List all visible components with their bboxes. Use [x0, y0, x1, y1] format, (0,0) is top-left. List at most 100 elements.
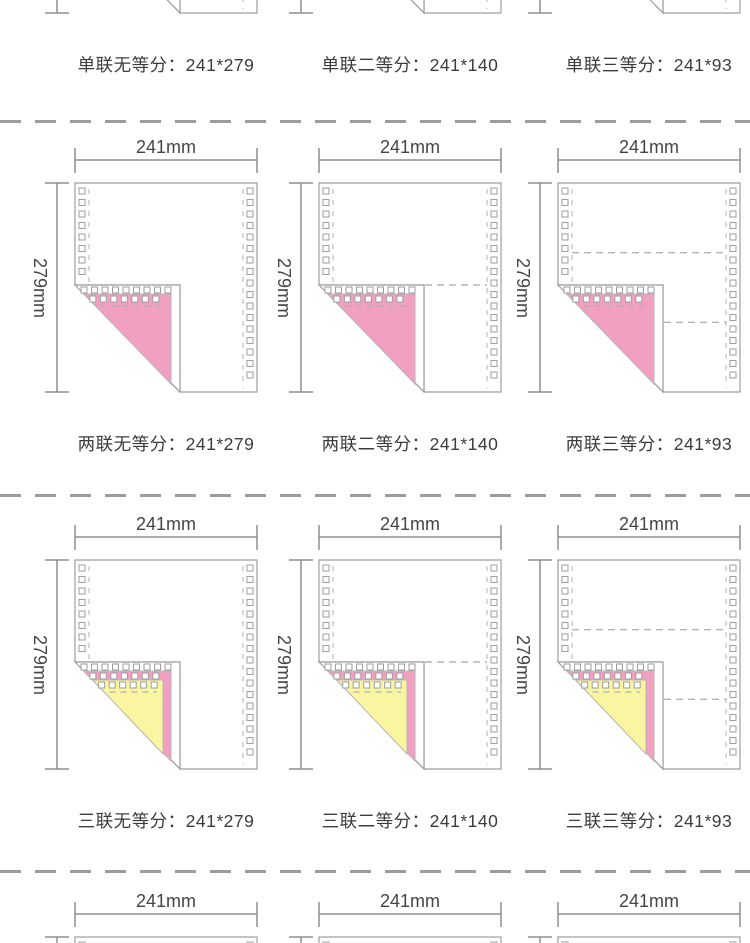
- tractor-hole: [729, 622, 737, 629]
- paper-diagram-two-ply-col2: 241mm 279mm: [274, 137, 502, 394]
- tractor-hole: [729, 279, 737, 287]
- tractor-hole: [110, 672, 118, 680]
- tractor-hole: [246, 714, 254, 721]
- tractor-hole: [561, 210, 569, 218]
- tractor-hole: [322, 187, 330, 195]
- tractor-hole: [602, 681, 610, 689]
- tractor-hole: [78, 187, 86, 195]
- tractor-hole: [246, 576, 254, 583]
- tractor-hole: [561, 587, 569, 595]
- tractor-hole: [408, 286, 416, 294]
- tractor-hole: [398, 663, 405, 671]
- tractor-hole: [78, 564, 86, 572]
- tractor-hole: [729, 679, 737, 687]
- tractor-hole: [333, 295, 341, 303]
- tractor-hole: [375, 672, 383, 680]
- tractor-hole: [373, 681, 381, 689]
- tractor-hole: [729, 599, 737, 606]
- tractor-hole: [561, 576, 569, 583]
- tractor-hole: [164, 663, 172, 671]
- corner-curl: [171, 4, 180, 13]
- width-dimension-label: 241mm: [136, 514, 196, 534]
- tractor-hole: [561, 610, 569, 618]
- tractor-hole: [647, 286, 655, 294]
- tractor-hole: [729, 633, 737, 641]
- tractor-hole: [246, 268, 254, 275]
- tractor-hole: [246, 656, 254, 664]
- tractor-hole: [561, 233, 569, 241]
- tractor-hole: [246, 679, 254, 687]
- tractor-hole: [246, 748, 254, 756]
- tractor-hole: [345, 286, 353, 294]
- tractor-hole: [322, 576, 330, 583]
- width-dimension-label: 241mm: [619, 891, 679, 911]
- tractor-hole: [595, 663, 602, 671]
- tractor-hole: [99, 672, 107, 680]
- tractor-hole: [561, 633, 569, 641]
- tractor-hole: [246, 610, 254, 618]
- width-dimension-label: 241mm: [380, 514, 440, 534]
- tractor-hole: [78, 633, 86, 641]
- tractor-hole: [394, 681, 402, 689]
- tractor-hole: [354, 295, 362, 303]
- tractor-hole: [143, 663, 151, 671]
- tractor-hole: [612, 681, 620, 689]
- tractor-hole: [356, 663, 363, 671]
- tractor-hole: [246, 725, 254, 733]
- tractor-hole: [729, 691, 737, 698]
- corner-curl: [171, 760, 180, 769]
- tractor-hole: [78, 587, 86, 595]
- tractor-hole: [729, 302, 737, 310]
- tractor-hole: [729, 325, 737, 333]
- tractor-hole: [335, 286, 342, 294]
- tractor-hole: [490, 291, 498, 298]
- tractor-hole: [154, 286, 161, 294]
- tractor-hole: [490, 748, 498, 756]
- tractor-hole: [490, 371, 498, 379]
- tractor-hole: [78, 645, 86, 652]
- corner-curl: [415, 4, 424, 13]
- tractor-hole: [246, 291, 254, 298]
- tractor-hole: [78, 245, 86, 252]
- tractor-hole: [352, 681, 360, 689]
- tractor-hole: [246, 668, 254, 675]
- tractor-hole: [354, 672, 362, 680]
- tractor-hole: [581, 681, 589, 689]
- tractor-hole: [133, 286, 140, 294]
- tractor-hole: [729, 748, 737, 756]
- tractor-hole: [78, 622, 86, 629]
- tractor-hole: [89, 295, 97, 303]
- tractor-hole: [366, 663, 374, 671]
- width-dimension-label: 241mm: [136, 891, 196, 911]
- tractor-hole: [729, 564, 737, 572]
- corner-curl: [654, 4, 663, 13]
- tractor-hole: [154, 663, 161, 671]
- tractor-hole: [91, 663, 98, 671]
- tractor-hole: [322, 645, 330, 652]
- tractor-hole: [377, 286, 384, 294]
- tractor-hole: [356, 286, 363, 294]
- tractor-hole: [152, 672, 160, 680]
- tractor-hole: [572, 295, 580, 303]
- tractor-hole: [112, 663, 119, 671]
- tractor-hole: [78, 199, 86, 206]
- tractor-hole: [624, 295, 632, 303]
- diagram-caption: 两联二等分：241*140: [321, 434, 499, 454]
- tractor-hole: [605, 286, 613, 294]
- tractor-hole: [408, 663, 416, 671]
- tractor-hole: [322, 233, 330, 241]
- tractor-hole: [561, 245, 569, 252]
- tractor-hole: [246, 279, 254, 287]
- tractor-hole: [78, 256, 86, 264]
- tractor-hole: [78, 599, 86, 606]
- tractor-hole: [78, 210, 86, 218]
- tractor-hole: [574, 286, 581, 294]
- height-dimension-label: 279mm: [30, 258, 50, 318]
- tractor-hole: [729, 210, 737, 218]
- tractor-hole: [322, 210, 330, 218]
- tractor-hole: [122, 286, 130, 294]
- tractor-hole: [345, 663, 353, 671]
- tractor-hole: [729, 587, 737, 595]
- folded-top-sheet: [410, 0, 425, 15]
